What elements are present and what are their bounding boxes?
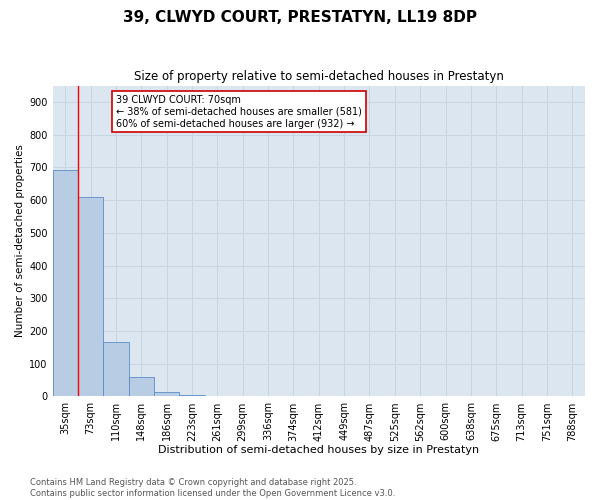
Text: Contains HM Land Registry data © Crown copyright and database right 2025.
Contai: Contains HM Land Registry data © Crown c… [30, 478, 395, 498]
Y-axis label: Number of semi-detached properties: Number of semi-detached properties [15, 144, 25, 338]
Bar [53, 170, 78, 396]
Text: 39, CLWYD COURT, PRESTATYN, LL19 8DP: 39, CLWYD COURT, PRESTATYN, LL19 8DP [123, 10, 477, 25]
Bar [154, 392, 179, 396]
X-axis label: Distribution of semi-detached houses by size in Prestatyn: Distribution of semi-detached houses by … [158, 445, 479, 455]
Bar [128, 377, 154, 396]
Title: Size of property relative to semi-detached houses in Prestatyn: Size of property relative to semi-detach… [134, 70, 504, 83]
Bar [103, 342, 128, 396]
Bar [78, 196, 103, 396]
Text: 39 CLWYD COURT: 70sqm
← 38% of semi-detached houses are smaller (581)
60% of sem: 39 CLWYD COURT: 70sqm ← 38% of semi-deta… [116, 96, 362, 128]
Bar [179, 395, 205, 396]
